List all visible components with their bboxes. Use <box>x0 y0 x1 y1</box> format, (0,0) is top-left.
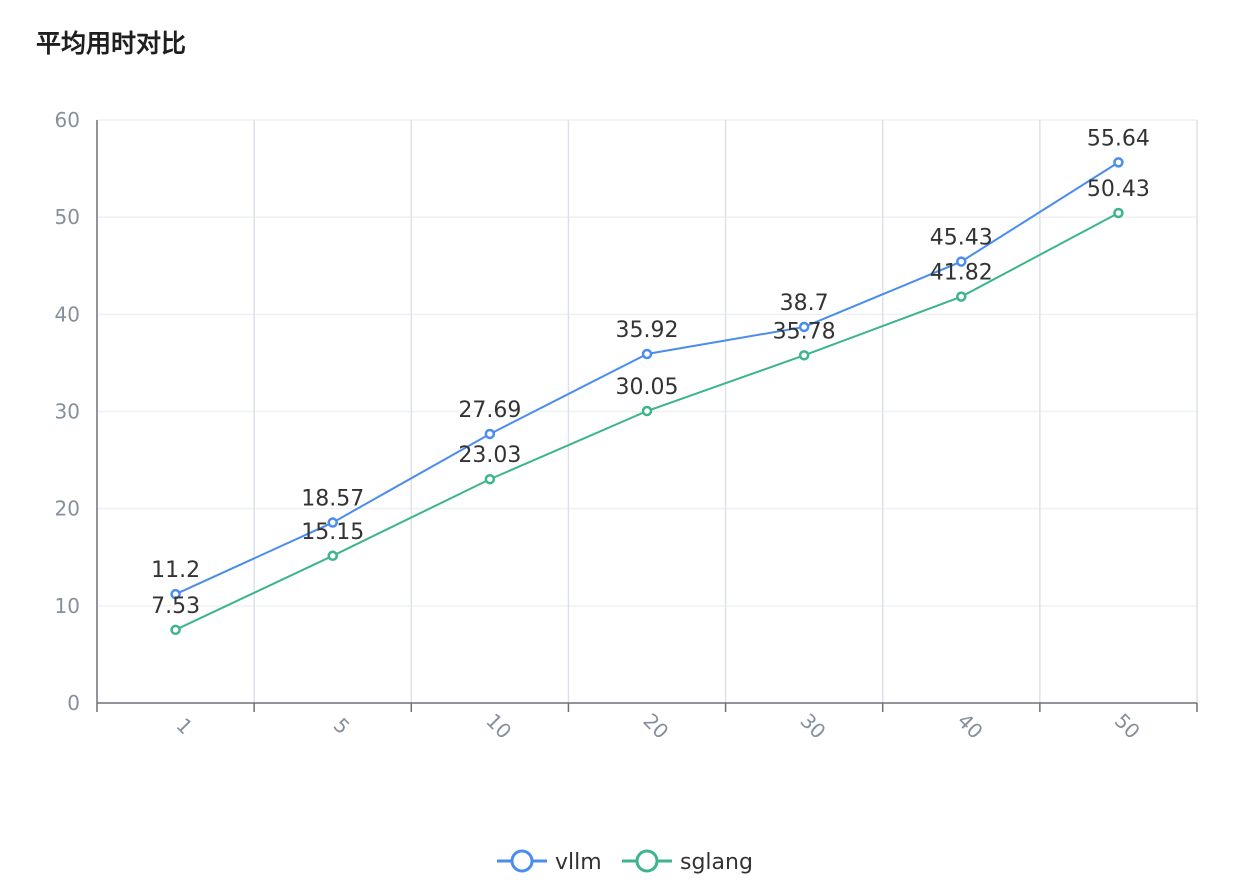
data-label-sglang: 35.78 <box>773 319 836 344</box>
y-tick-label: 50 <box>55 205 80 229</box>
chart-title: 平均用时对比 <box>36 29 187 58</box>
x-tick-label: 50 <box>1110 709 1145 744</box>
data-point-sglang[interactable] <box>484 473 496 485</box>
y-tick-label: 20 <box>55 497 80 521</box>
data-label-vllm: 27.69 <box>458 398 521 423</box>
data-point-vllm[interactable] <box>327 517 338 528</box>
data-point-vllm[interactable] <box>170 588 181 600</box>
data-point-sglang[interactable] <box>170 624 181 636</box>
legend-item-vllm[interactable]: vllm <box>497 849 602 875</box>
axes: 0 10 20 30 40 50 60 1 5 10 20 30 40 50 <box>55 108 1198 744</box>
data-point-vllm[interactable] <box>956 256 967 267</box>
x-tick-label: 5 <box>329 713 355 739</box>
legend-label: vllm <box>555 850 602 875</box>
data-point-sglang[interactable] <box>327 550 338 562</box>
data-label-vllm: 55.64 <box>1087 126 1150 151</box>
data-point-sglang[interactable] <box>641 405 653 417</box>
x-tick-label: 1 <box>172 713 198 739</box>
data-label-vllm: 35.92 <box>616 318 679 343</box>
data-point-sglang[interactable] <box>956 291 967 302</box>
data-point-vllm[interactable] <box>641 348 653 360</box>
x-tick-label: 20 <box>638 709 673 744</box>
data-point-vllm[interactable] <box>1113 157 1124 168</box>
data-label-sglang: 15.15 <box>301 520 364 545</box>
data-label-vllm: 11.2 <box>151 558 200 583</box>
data-point-sglang[interactable] <box>798 350 810 361</box>
series-group <box>170 157 1124 636</box>
legend-item-sglang[interactable]: sglang <box>622 849 753 875</box>
data-label-sglang: 30.05 <box>616 375 679 400</box>
y-tick-label: 60 <box>55 108 80 132</box>
legend-label: sglang <box>680 850 753 875</box>
data-label-vllm: 18.57 <box>301 487 364 512</box>
legend[interactable]: vllm sglang <box>497 849 753 875</box>
y-tick-label: 40 <box>55 302 80 326</box>
y-tick-label: 0 <box>67 691 80 715</box>
legend-marker-icon <box>510 849 534 873</box>
data-label-sglang: 50.43 <box>1087 177 1150 202</box>
y-tick-label: 10 <box>55 594 80 618</box>
y-tick-label: 30 <box>55 400 80 424</box>
data-label-sglang: 23.03 <box>458 443 521 468</box>
data-point-vllm[interactable] <box>798 321 810 333</box>
data-label-sglang: 41.82 <box>930 261 993 286</box>
x-tick-label: 40 <box>953 709 988 744</box>
data-point-vllm[interactable] <box>484 428 496 440</box>
data-label-sglang: 7.53 <box>151 594 200 619</box>
x-tick-label: 10 <box>481 709 516 744</box>
data-label-vllm: 38.7 <box>780 291 829 316</box>
data-label-vllm: 45.43 <box>930 226 993 251</box>
data-labels: 11.2 18.57 27.69 35.92 38.7 45.43 55.64 7.53 15.… <box>151 126 1150 618</box>
x-tick-label: 30 <box>796 709 831 744</box>
data-point-sglang[interactable] <box>1113 207 1124 219</box>
legend-marker-icon <box>635 849 659 873</box>
